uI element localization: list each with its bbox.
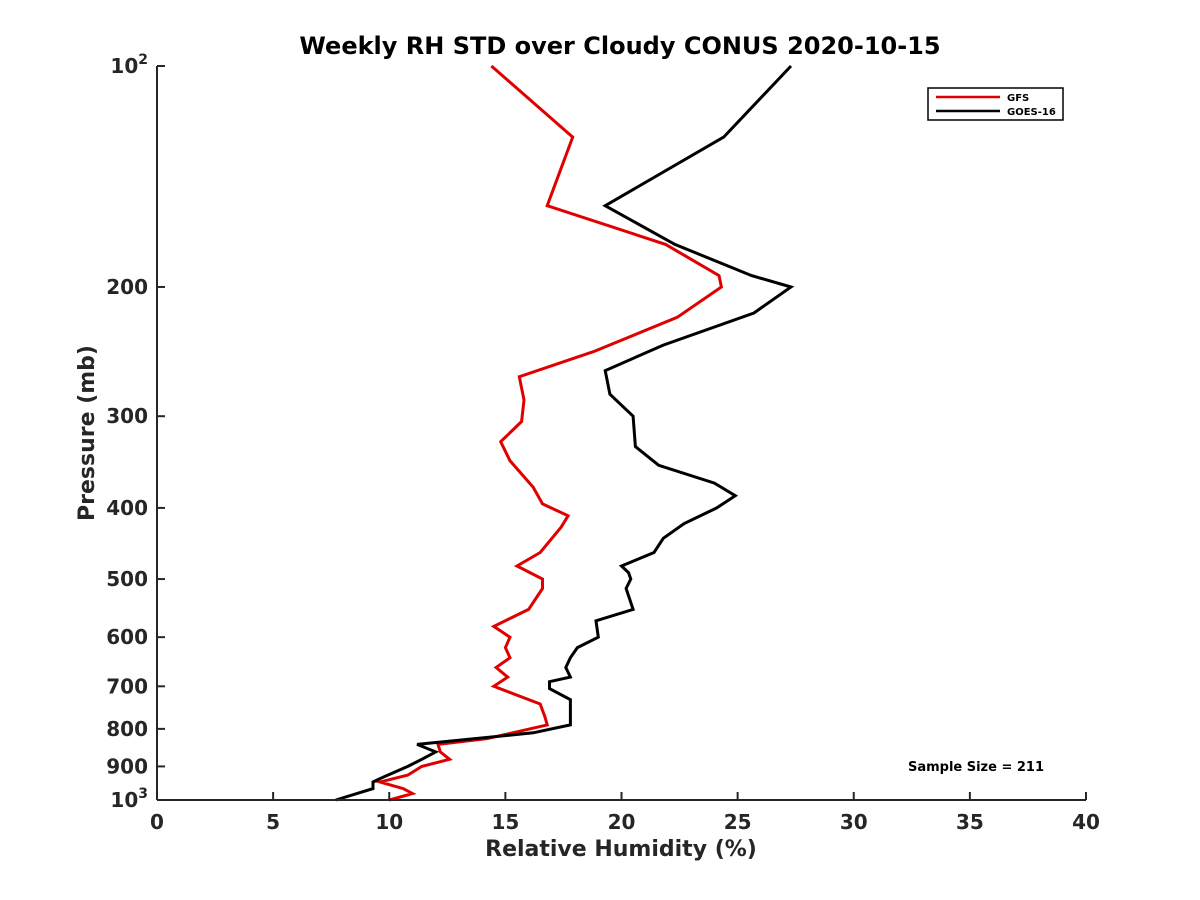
y-tick-label: 200 (106, 275, 148, 299)
x-tick-label: 5 (266, 810, 280, 834)
sample-size-annotation: Sample Size = 211 (908, 760, 1044, 775)
y-tick-exponent: 3 (138, 786, 148, 802)
x-tick-label: 25 (724, 810, 752, 834)
legend: GFS GOES-16 (927, 87, 1064, 121)
x-ticks: 0 5 10 15 20 25 30 35 40 (150, 792, 1100, 834)
y-tick-label: 900 (106, 754, 148, 778)
y-axis-label: Pressure (mb) (75, 345, 100, 521)
y-tick-label: 300 (106, 404, 148, 428)
y-tick-label: 500 (106, 567, 148, 591)
x-tick-label: 20 (608, 810, 636, 834)
y-tick-exponent: 2 (138, 52, 148, 68)
x-tick-label: 0 (150, 810, 164, 834)
series-line-gfs (374, 64, 724, 802)
y-tick-label: 700 (106, 674, 148, 698)
y-tick-label: 800 (106, 717, 148, 741)
x-tick-label: 10 (375, 810, 403, 834)
y-tick-label: 400 (106, 496, 148, 520)
x-axis-label: Relative Humidity (%) (485, 837, 757, 862)
x-tick-label: 15 (491, 810, 519, 834)
series-line-goes16 (335, 64, 795, 802)
legend-label-gfs: GFS (1007, 93, 1029, 104)
legend-label-goes16: GOES-16 (1007, 107, 1056, 118)
chart-title: Weekly RH STD over Cloudy CONUS 2020-10-… (299, 32, 940, 60)
legend-box (927, 87, 1064, 121)
x-tick-label: 40 (1072, 810, 1100, 834)
series-layer (335, 64, 795, 802)
y-tick-label: 600 (106, 625, 148, 649)
x-tick-label: 30 (840, 810, 868, 834)
x-tick-label: 35 (956, 810, 984, 834)
